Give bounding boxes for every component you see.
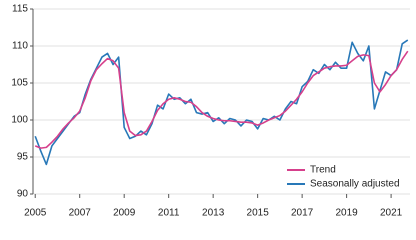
x-tick-label: 2013 bbox=[202, 208, 225, 219]
chart: 90 95 100 105 110 115 2005 2007 2009 2011 2013 2015… bbox=[11, 4, 410, 219]
x-tick-label: 2007 bbox=[69, 208, 92, 219]
y-tick-label: 100 bbox=[11, 115, 28, 126]
y-tick-label: 105 bbox=[11, 78, 28, 89]
series-line bbox=[34, 39, 409, 166]
y-tick-label: 115 bbox=[12, 4, 28, 15]
y-tick-label: 95 bbox=[17, 152, 29, 163]
series-line bbox=[34, 50, 409, 149]
x-tick-label: 2015 bbox=[247, 208, 270, 219]
x-tick-label: 2005 bbox=[24, 208, 47, 219]
x-tick-label: 2009 bbox=[113, 208, 136, 219]
y-tick-label: 110 bbox=[12, 41, 28, 52]
legend-label: Trend bbox=[310, 165, 336, 176]
x-tick-label: 2021 bbox=[380, 208, 403, 219]
legend-label: Seasonally adjusted bbox=[310, 179, 400, 190]
x-tick-label: 2011 bbox=[158, 208, 180, 219]
x-tick-label: 2017 bbox=[291, 208, 314, 219]
y-tick-label: 90 bbox=[17, 189, 29, 200]
x-tick-label: 2019 bbox=[335, 208, 358, 219]
legend-box bbox=[282, 162, 408, 191]
